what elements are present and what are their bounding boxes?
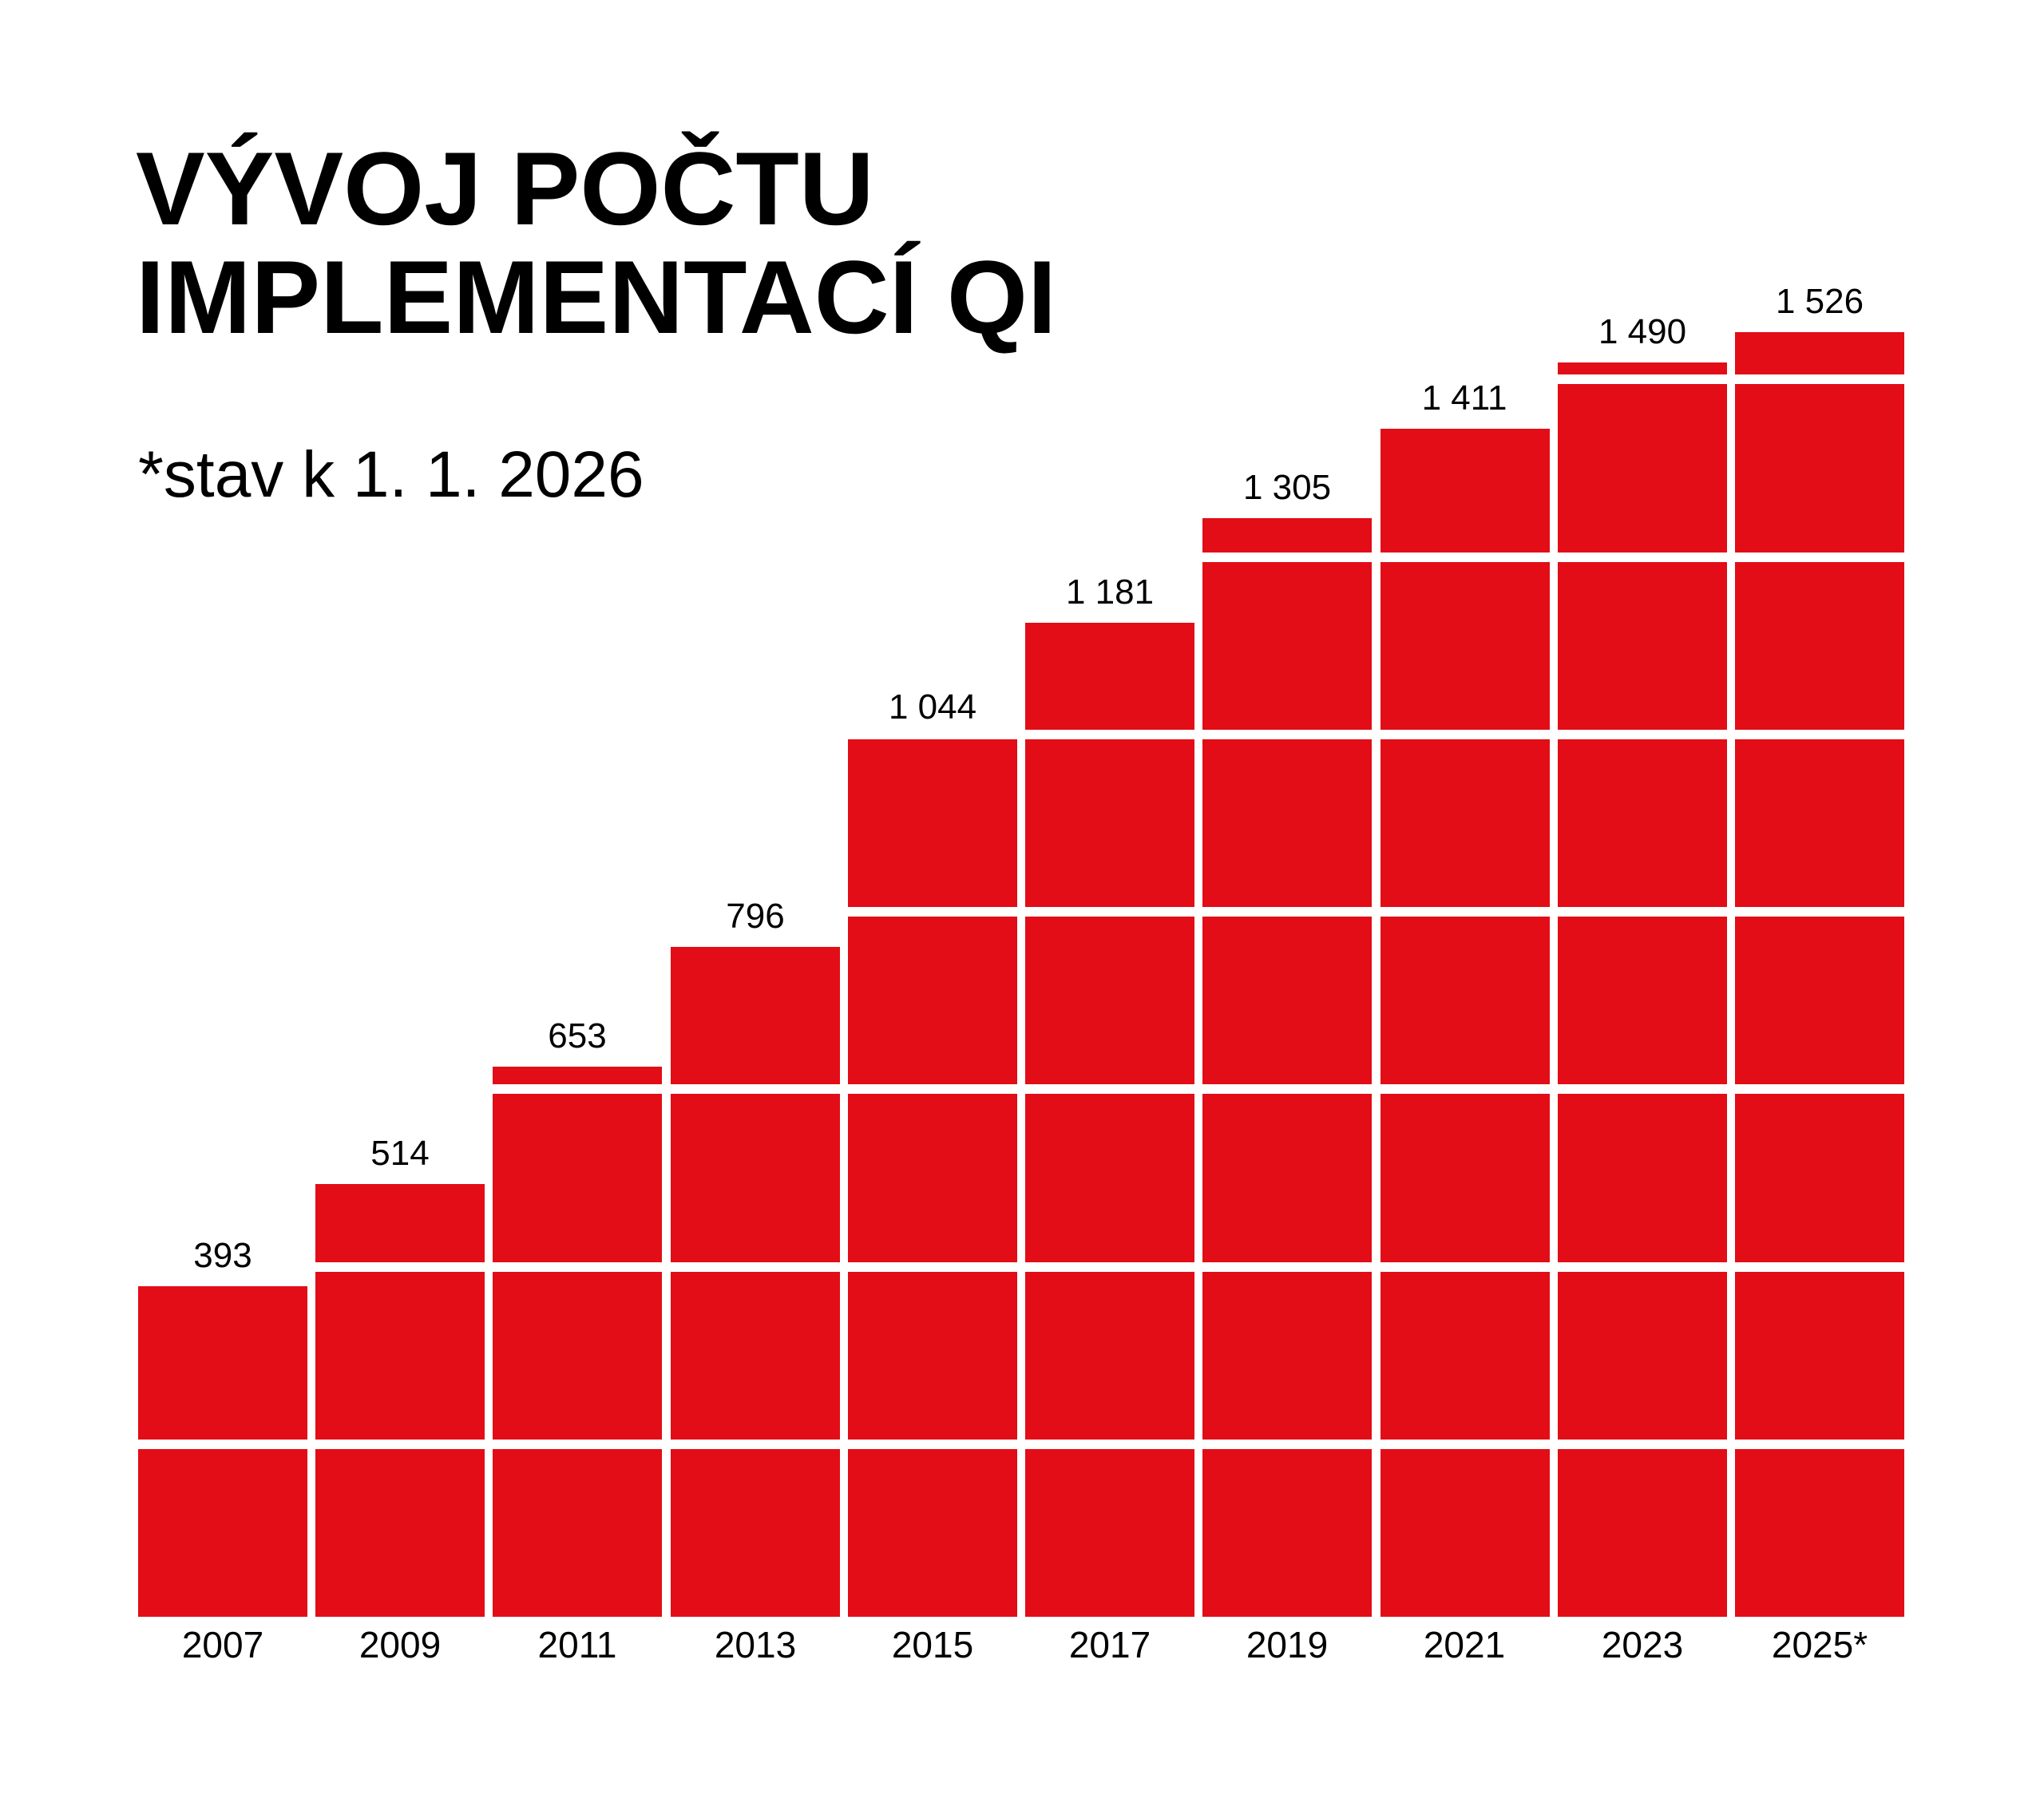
bar-2023 xyxy=(1558,362,1727,1617)
gridline-band-7 xyxy=(130,374,1912,384)
bar-value-label-2011: 653 xyxy=(548,1016,607,1055)
bar-value-label-2009: 514 xyxy=(370,1134,430,1173)
chart-title-line2: IMPLEMENTACÍ QI xyxy=(136,239,1057,355)
bar-2019 xyxy=(1202,518,1372,1617)
chart-title-line1: VÝVOJ POČTU xyxy=(136,130,874,247)
bar-2015 xyxy=(848,738,1017,1617)
chart-subtitle: *stav k 1. 1. 2026 xyxy=(138,438,644,511)
x-axis-label-2015: 2015 xyxy=(891,1624,974,1665)
bar-value-label-2023: 1 490 xyxy=(1598,312,1687,351)
gridline-band-5 xyxy=(130,730,1912,739)
x-axis-label-2017: 2017 xyxy=(1068,1624,1151,1665)
bar-2025 xyxy=(1735,332,1904,1617)
gridline-band-2 xyxy=(130,1262,1912,1272)
bar-2013 xyxy=(671,947,840,1617)
x-axis-label-2025: 2025* xyxy=(1771,1624,1868,1665)
gridline-band-3 xyxy=(130,1084,1912,1094)
gridline-band-4 xyxy=(130,907,1912,917)
bar-2009 xyxy=(315,1184,485,1617)
x-axis-label-2009: 2009 xyxy=(358,1624,442,1665)
x-axis-label-2011: 2011 xyxy=(537,1624,617,1665)
bar-value-label-2025: 1 526 xyxy=(1775,282,1864,321)
bar-value-label-2019: 1 305 xyxy=(1242,468,1332,507)
gridline-band-6 xyxy=(130,552,1912,562)
x-axis-label-2021: 2021 xyxy=(1423,1624,1506,1665)
x-axis-label-2023: 2023 xyxy=(1601,1624,1684,1665)
x-axis-label-2013: 2013 xyxy=(714,1624,797,1665)
bar-value-label-2007: 393 xyxy=(193,1236,252,1275)
bar-value-label-2015: 1 044 xyxy=(888,687,977,727)
x-axis-label-2019: 2019 xyxy=(1246,1624,1329,1665)
gridline-band-1 xyxy=(130,1440,1912,1449)
bar-2007 xyxy=(138,1286,307,1617)
bar-value-label-2021: 1 411 xyxy=(1421,378,1507,418)
bar-2017 xyxy=(1025,623,1194,1617)
x-axis-label-2007: 2007 xyxy=(181,1624,264,1665)
bar-value-label-2013: 796 xyxy=(726,897,785,936)
bar-value-label-2017: 1 181 xyxy=(1065,572,1155,612)
chart-title: VÝVOJ POČTU IMPLEMENTACÍ QI xyxy=(136,134,1056,351)
bar-2011 xyxy=(493,1067,662,1617)
bar-2021 xyxy=(1380,429,1550,1617)
